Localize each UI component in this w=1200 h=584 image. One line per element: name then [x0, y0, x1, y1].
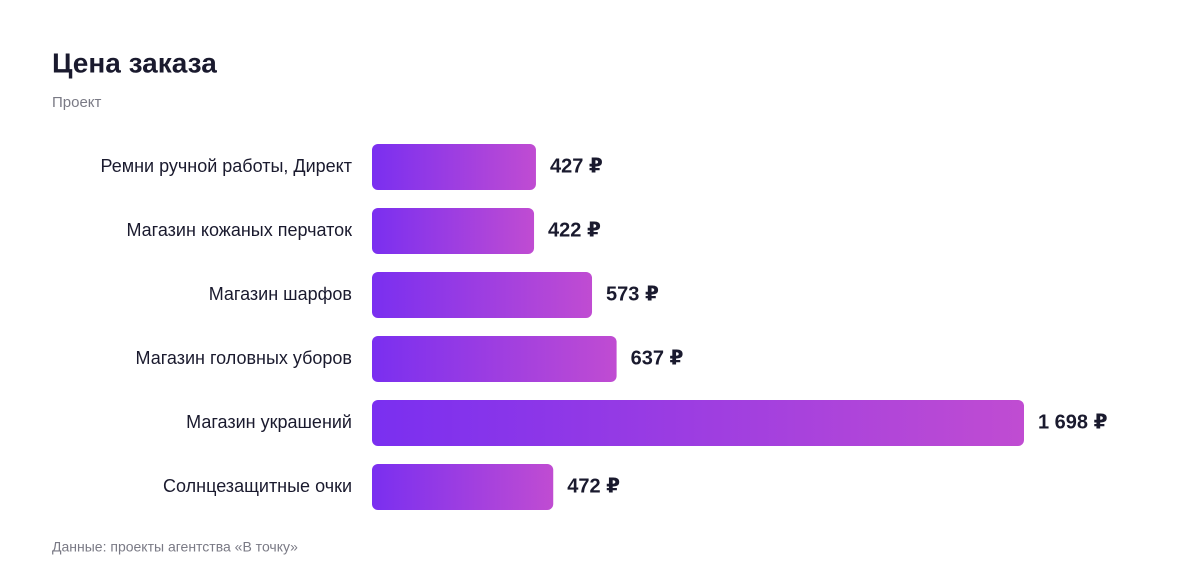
footnote: Данные: проекты агентства «В точку»	[52, 539, 298, 555]
bar	[372, 208, 535, 254]
category-label: Магазин шарфов	[209, 284, 352, 304]
value-label: 427 ₽	[550, 155, 603, 177]
chart-title: Цена заказа	[52, 47, 217, 78]
category-label: Солнцезащитные очки	[163, 476, 352, 496]
bar	[372, 336, 617, 382]
value-label: 573 ₽	[606, 283, 659, 305]
bar	[372, 464, 554, 510]
category-label: Магазин кожаных перчаток	[126, 220, 352, 240]
value-label: 422 ₽	[548, 219, 601, 241]
bar	[372, 272, 593, 318]
category-label: Ремни ручной работы, Директ	[100, 156, 352, 176]
bar	[372, 400, 1024, 446]
bar	[372, 144, 536, 190]
value-label: 637 ₽	[631, 347, 684, 369]
value-label: 1 698 ₽	[1038, 411, 1108, 433]
value-label: 472 ₽	[567, 475, 620, 497]
category-label: Магазин украшений	[186, 412, 352, 432]
category-label: Магазин головных уборов	[136, 348, 352, 368]
chart-subtitle: Проект	[52, 94, 102, 111]
